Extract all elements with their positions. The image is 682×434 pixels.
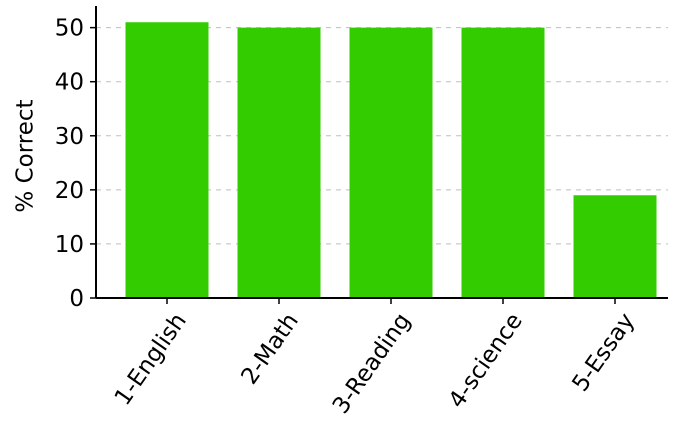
x-tick-label-1-English: 1-English — [110, 309, 192, 411]
bars — [125, 22, 657, 298]
y-tick-label-40: 40 — [55, 70, 84, 96]
y-tick-label-30: 30 — [55, 124, 84, 150]
bar-3-Reading — [349, 27, 433, 298]
y-axis-label: % Correct — [13, 99, 39, 212]
y-tick-label-50: 50 — [55, 16, 84, 42]
x-tick-label-2-Math: 2-Math — [236, 309, 303, 390]
y-tick-label-0: 0 — [69, 286, 84, 312]
bar-2-Math — [237, 27, 321, 298]
y-tick-label-10: 10 — [55, 232, 84, 258]
x-tick-label-3-Reading: 3-Reading — [328, 309, 416, 419]
bar-5-Essay — [573, 195, 657, 298]
y-tick-label-20: 20 — [55, 178, 84, 204]
x-ticks: 1-English 2-Math 3-Reading 4-science 5-Essay — [110, 298, 640, 419]
bar-1-English — [125, 22, 209, 298]
bar-4-science — [461, 27, 545, 298]
x-tick-label-4-science: 4-science — [444, 309, 528, 414]
x-tick-label-5-Essay: 5-Essay — [567, 309, 639, 397]
y-ticks: 0 10 20 30 40 50 — [55, 16, 96, 312]
axes — [95, 6, 668, 299]
